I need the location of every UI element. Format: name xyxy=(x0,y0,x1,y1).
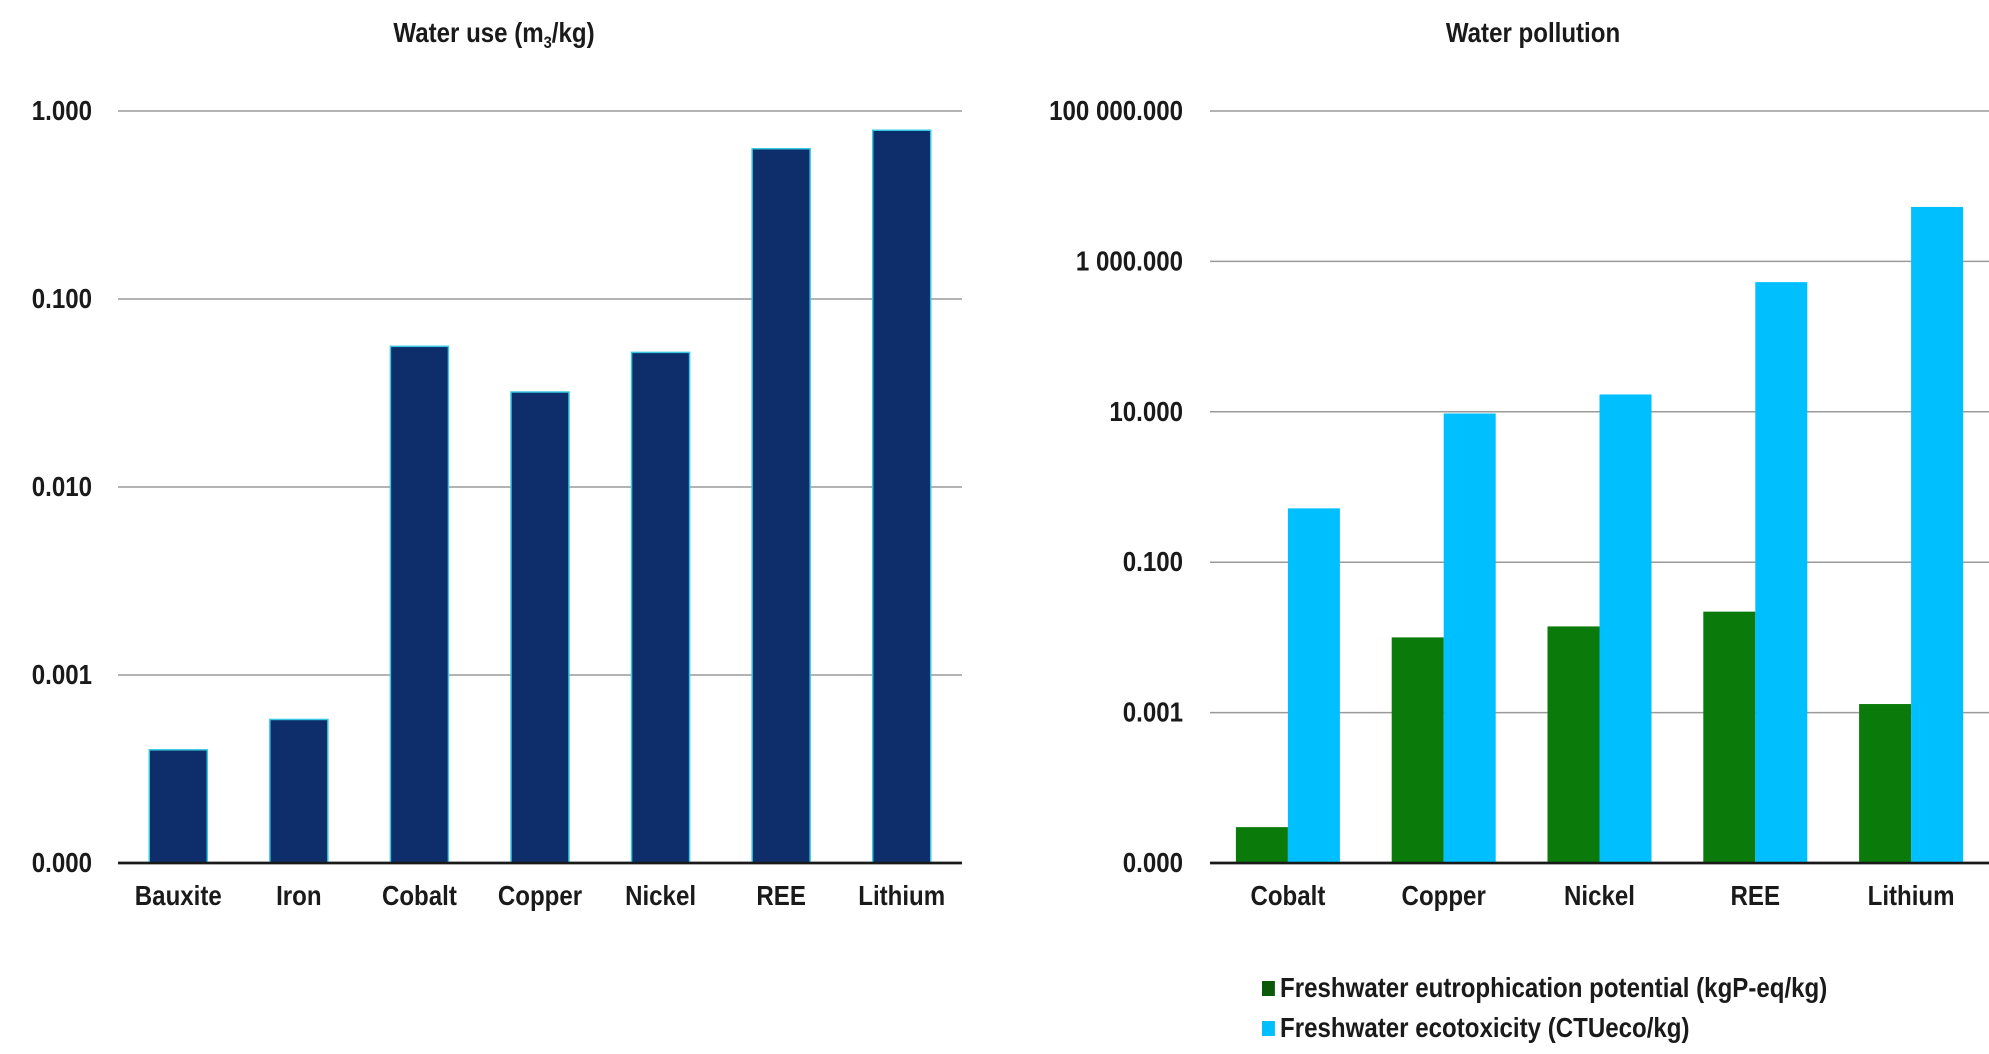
water-use-y-tick-labels: 0.000 0.001 0.010 0.100 1.000 xyxy=(32,94,92,878)
legend-swatch-eutrophication xyxy=(1262,980,1275,996)
legend-label-ecotoxicity: Freshwater ecotoxicity (CTUeco/kg) xyxy=(1280,1012,1690,1043)
water-pollution-bar-lithium-s2 xyxy=(1911,206,1964,863)
water-use-y-tick-label: 1.000 xyxy=(32,94,92,126)
water-pollution-bar-lithium-s1 xyxy=(1859,704,1912,863)
water-pollution-x-tick-label: REE xyxy=(1731,879,1781,911)
water-pollution-y-tick-label: 0.100 xyxy=(1123,545,1183,577)
water-use-y-tick-label: 0.000 xyxy=(32,846,92,878)
water-pollution-x-tick-label: Cobalt xyxy=(1250,879,1325,911)
water-pollution-legend: Freshwater eutrophication potential (kgP… xyxy=(1262,968,1962,1048)
water-pollution-x-tick-label: Lithium xyxy=(1868,879,1955,911)
legend-item-ecotoxicity: Freshwater ecotoxicity (CTUeco/kg) xyxy=(1262,1008,1864,1048)
water-pollution-y-tick-labels: 0.000 0.001 0.100 10.000 1 000.000 100 000.00… xyxy=(1049,94,1183,878)
water-use-bar-ree xyxy=(751,147,811,864)
water-pollution-y-tick-label: 0.001 xyxy=(1123,696,1183,728)
water-use-y-tick-label: 0.010 xyxy=(32,470,92,502)
water-use-bar-copper xyxy=(510,391,570,864)
water-use-bars xyxy=(118,129,962,865)
water-use-x-tick-label: Nickel xyxy=(625,879,696,911)
water-pollution-y-tick-label: 100 000.000 xyxy=(1049,94,1183,126)
water-pollution-bar-cobalt-s1 xyxy=(1235,827,1288,863)
water-pollution-bar-ree-s2 xyxy=(1755,282,1808,863)
water-use-x-tick-label: Lithium xyxy=(858,879,945,911)
water-use-x-tick-label: REE xyxy=(756,879,806,911)
water-use-bar-iron xyxy=(269,718,329,864)
water-pollution-x-tick-label: Nickel xyxy=(1564,879,1635,911)
water-use-y-tick-label: 0.001 xyxy=(32,658,92,690)
water-use-chart-title: Water use (m3/kg) xyxy=(393,16,594,52)
water-use-x-tick-label: Cobalt xyxy=(382,879,457,911)
water-pollution-bar-nickel-s1 xyxy=(1547,626,1600,863)
legend-swatch-ecotoxicity xyxy=(1262,1020,1275,1036)
water-pollution-bar-cobalt-s2 xyxy=(1287,508,1340,863)
water-pollution-bar-nickel-s2 xyxy=(1599,394,1652,863)
water-pollution-chart-title: Water pollution xyxy=(1446,16,1620,48)
water-pollution-x-tick-labels: Cobalt Copper Nickel REE Lithium xyxy=(1250,879,1954,911)
legend-label-eutrophication: Freshwater eutrophication potential (kgP… xyxy=(1280,972,1828,1003)
water-use-x-tick-labels: Bauxite Iron Cobalt Copper Nickel REE Lithium xyxy=(135,879,945,911)
water-use-x-tick-label: Copper xyxy=(498,879,582,911)
water-pollution-chart: Water pollution 0.000 0.001 0.100 10.000 1 0… xyxy=(1049,16,1989,911)
water-pollution-bars xyxy=(1210,206,1989,865)
water-use-y-tick-label: 0.100 xyxy=(32,282,92,314)
water-use-x-tick-label: Iron xyxy=(276,879,321,911)
water-pollution-y-tick-label: 10.000 xyxy=(1109,395,1183,427)
water-pollution-bar-ree-s1 xyxy=(1703,611,1756,863)
water-pollution-bar-copper-s2 xyxy=(1443,413,1496,863)
legend-item-eutrophication: Freshwater eutrophication potential (kgP… xyxy=(1262,968,1864,1008)
water-pollution-bar-copper-s1 xyxy=(1391,637,1444,863)
water-use-chart: Water use (m3/kg) 0.000 0.001 0.010 0.100 1.… xyxy=(32,16,962,911)
water-use-bar-bauxite xyxy=(148,749,209,864)
water-pollution-y-tick-label: 0.000 xyxy=(1123,846,1183,878)
water-use-bar-lithium xyxy=(871,129,932,864)
water-use-bar-cobalt xyxy=(389,345,450,864)
water-pollution-y-tick-label: 1 000.000 xyxy=(1076,245,1183,277)
water-pollution-x-tick-label: Copper xyxy=(1402,879,1486,911)
water-use-x-tick-label: Bauxite xyxy=(135,879,222,911)
water-use-bar-nickel xyxy=(630,351,691,864)
